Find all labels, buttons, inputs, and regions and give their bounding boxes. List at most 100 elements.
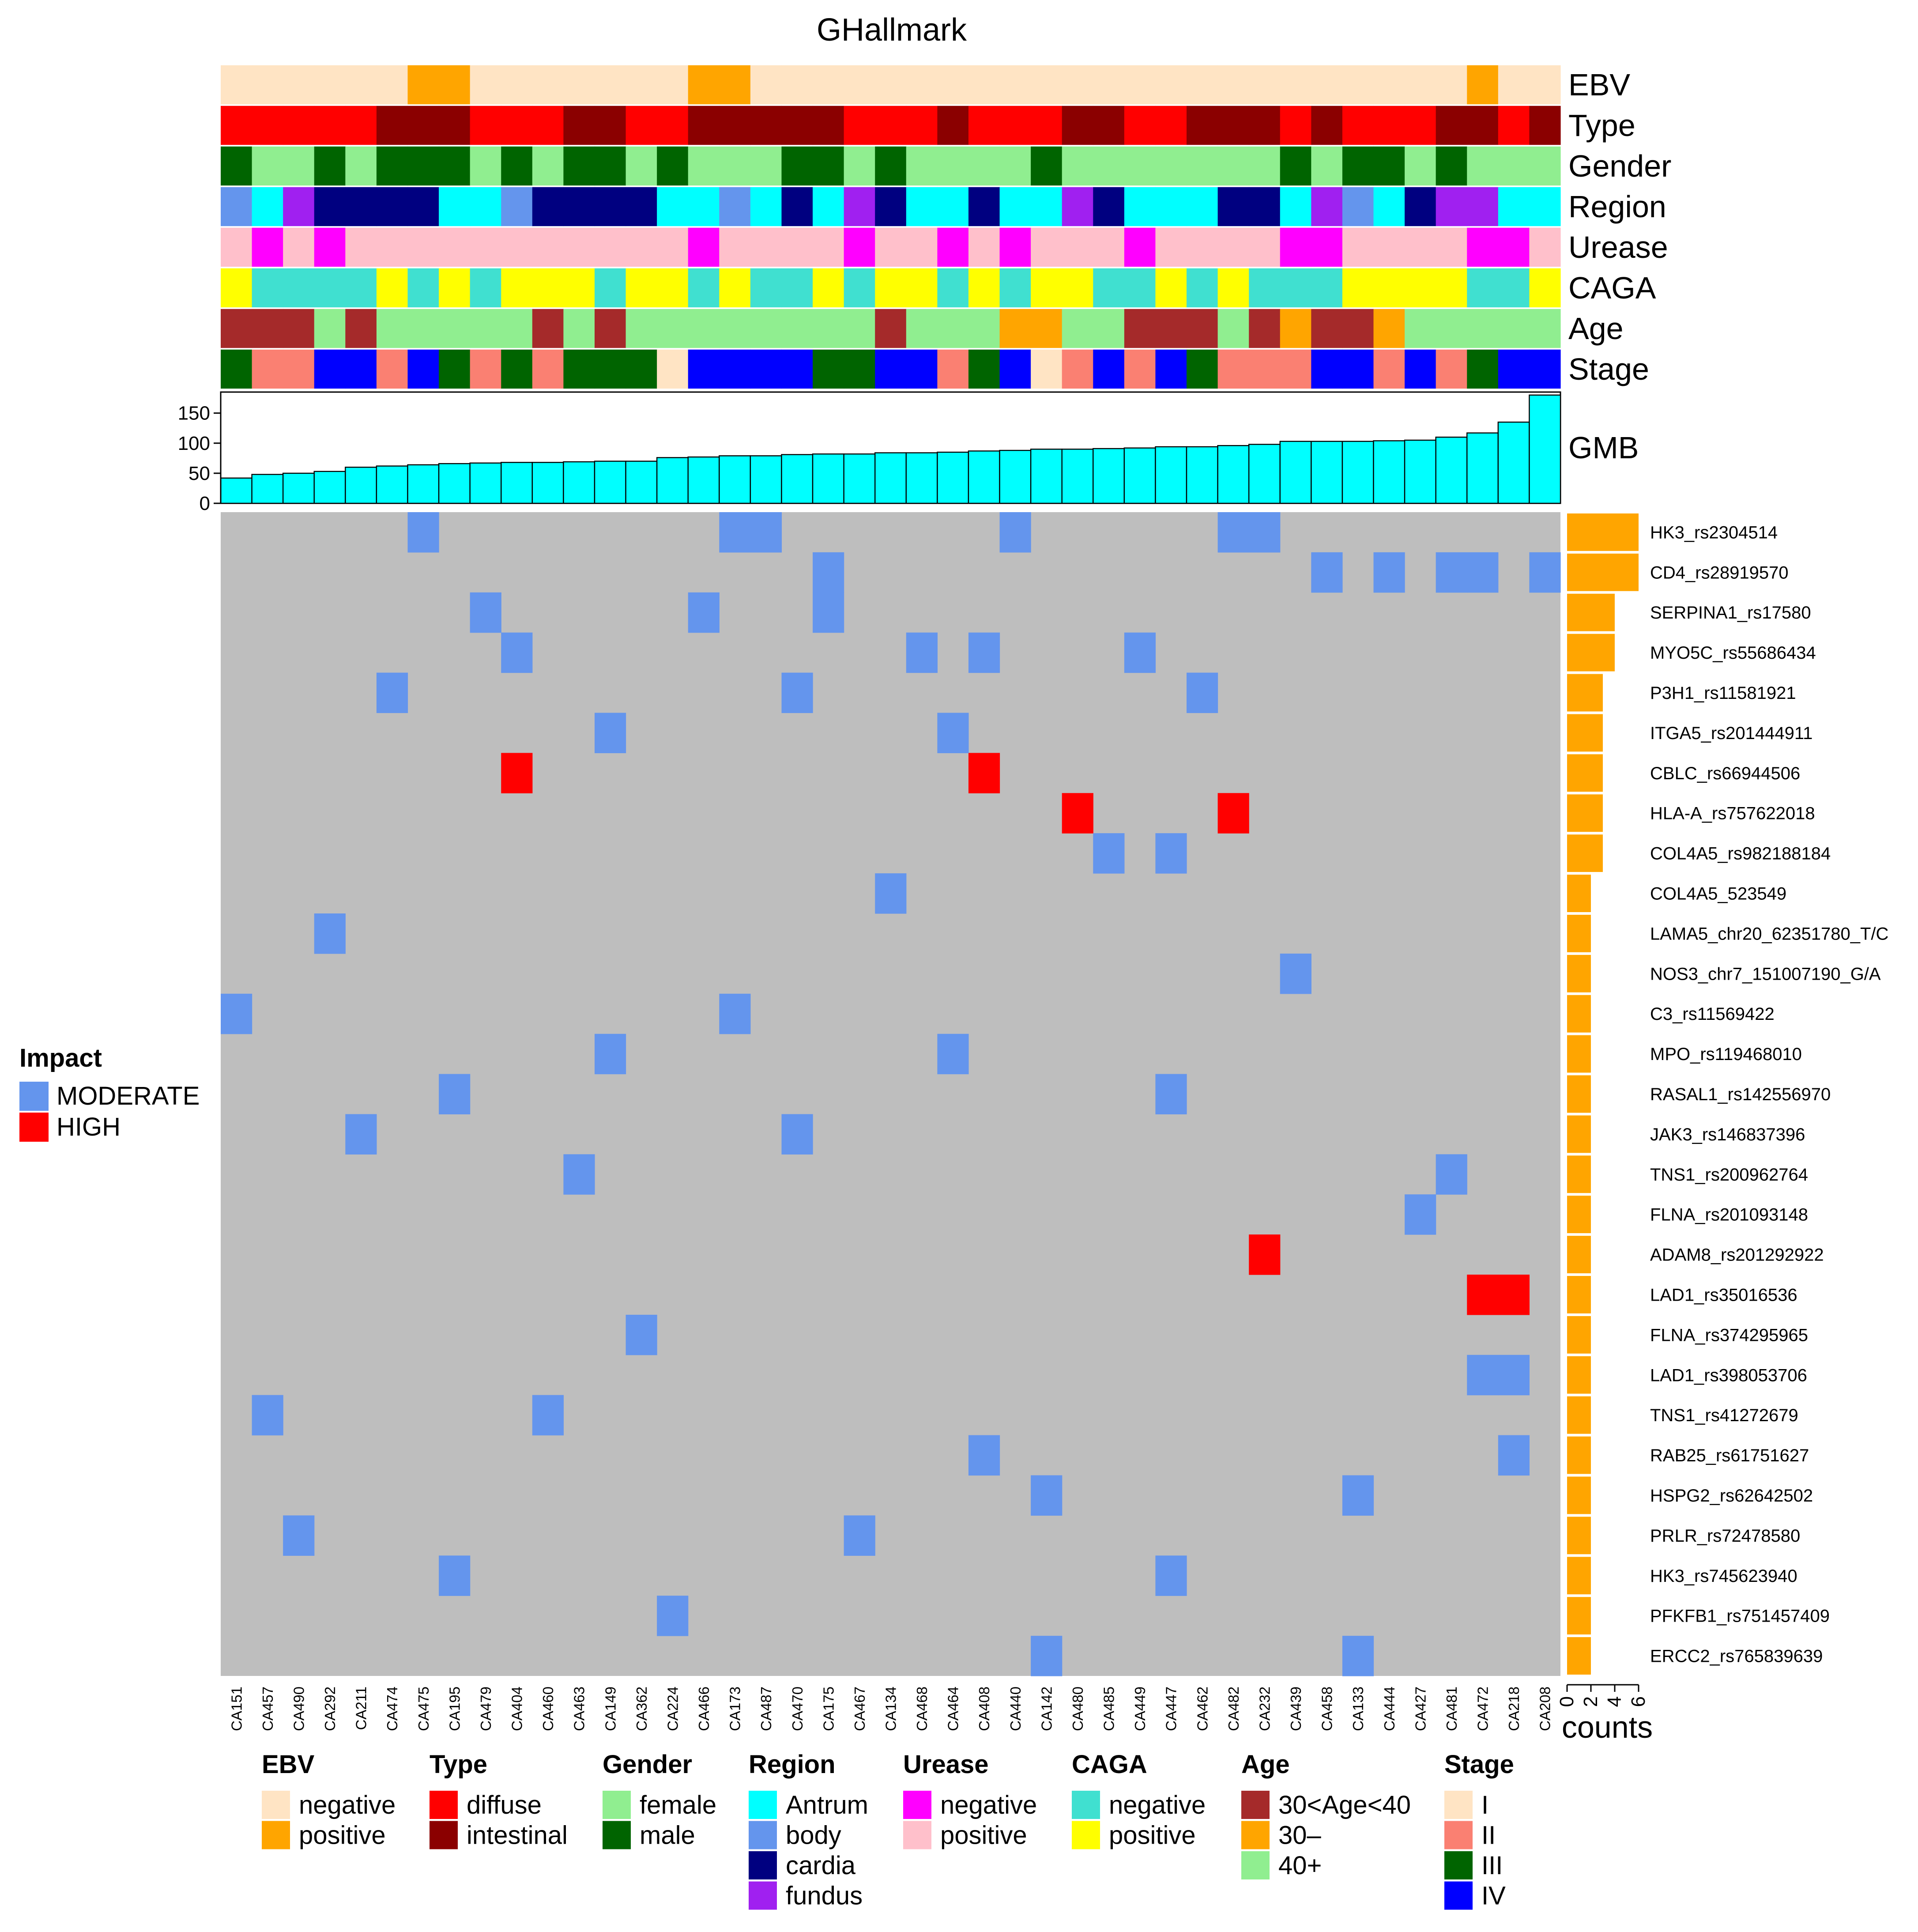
track-region-cell	[501, 187, 533, 226]
sample-labels: CA151 CA457 CA490 CA292 CA211 CA474 CA475 CA195…	[228, 1687, 1553, 1731]
track-stage-cell	[1405, 349, 1436, 389]
mutation-cell-moderate	[1311, 552, 1343, 593]
legend-title-age: Age	[1241, 1750, 1290, 1779]
track-type-cell	[532, 106, 564, 145]
gmb-bar	[656, 457, 689, 504]
gene-count-bar	[1567, 754, 1603, 792]
track-ebv-cell	[345, 65, 377, 105]
track-urease-cell	[1529, 227, 1561, 267]
gene-label: RAB25_rs61751627	[1650, 1446, 1809, 1465]
track-age-cell	[1342, 309, 1374, 348]
track-stage-cell	[1529, 349, 1561, 389]
gene-count-bar	[1567, 995, 1591, 1033]
gene-label: CD4_rs28919570	[1650, 563, 1789, 582]
track-ebv-cell	[626, 65, 657, 105]
track-gender-cell	[1093, 146, 1125, 186]
legend-label-region-cardia: cardia	[786, 1851, 856, 1880]
track-gender-cell	[968, 146, 1000, 186]
mutation-cell-moderate	[1155, 833, 1187, 874]
track-type-cell	[376, 106, 408, 145]
track-urease-cell	[1280, 227, 1311, 267]
track-caga-cell	[1187, 268, 1218, 308]
gene-count-bar	[1567, 1557, 1591, 1595]
track-age-cell	[750, 309, 782, 348]
mutation-cell-moderate	[1249, 512, 1281, 553]
sample-label: CA149	[602, 1687, 618, 1731]
track-ebv-cell	[781, 65, 813, 105]
gene-count-bar	[1567, 1476, 1591, 1514]
track-type-cell	[781, 106, 813, 145]
track-stage-cell	[407, 349, 439, 389]
track-age-cell	[688, 309, 720, 348]
gmb-bar	[781, 454, 814, 504]
track-urease-cell	[1217, 227, 1249, 267]
gmb-y-tick-label: 150	[178, 403, 210, 424]
track-region-cell	[1217, 187, 1249, 226]
track-urease-cell	[1155, 227, 1187, 267]
sample-label: CA404	[509, 1687, 525, 1731]
track-age-cell	[719, 309, 751, 348]
legend-label-age-30: 30–	[1278, 1821, 1322, 1850]
track-region-cell	[1062, 187, 1093, 226]
mutation-cell-moderate	[968, 1435, 1000, 1476]
gmb-bar	[313, 471, 346, 504]
gmb-y-tick-label: 0	[200, 493, 210, 514]
track-region-cell	[657, 187, 689, 226]
gene-label: PFKFB1_rs751457409	[1650, 1607, 1830, 1626]
track-ebv-cell	[532, 65, 564, 105]
gmb-bar	[687, 456, 720, 504]
track-urease-cell	[1124, 227, 1156, 267]
track-ebv-cell	[1405, 65, 1436, 105]
track-urease-cell	[906, 227, 938, 267]
track-ebv-cell	[1498, 65, 1530, 105]
counts-tick-label: 0	[1556, 1696, 1578, 1707]
track-age-cell	[906, 309, 938, 348]
gene-count-bar	[1567, 914, 1591, 952]
track-stage-cell	[937, 349, 969, 389]
counts-tick-label: 4	[1604, 1696, 1625, 1707]
track-caga-cell	[1249, 268, 1281, 308]
mutation-cell-moderate	[750, 512, 782, 553]
sample-label: CA490	[290, 1687, 307, 1731]
track-age-cell	[657, 309, 689, 348]
mutation-cell-moderate	[1467, 1355, 1499, 1396]
sample-label: CA475	[415, 1687, 432, 1731]
mutation-cell-moderate	[532, 1395, 564, 1436]
track-age-cell	[563, 309, 595, 348]
track-age-cell	[844, 309, 875, 348]
track-stage-cell	[376, 349, 408, 389]
track-region-cell	[750, 187, 782, 226]
track-gender-cell	[1342, 146, 1374, 186]
sample-label: CA232	[1256, 1687, 1273, 1731]
track-urease-cell	[1342, 227, 1374, 267]
track-urease-cell	[314, 227, 346, 267]
track-ebv-cell	[875, 65, 907, 105]
track-gender-cell	[407, 146, 439, 186]
track-caga-cell	[314, 268, 346, 308]
legend-label-ebv-negative: negative	[299, 1791, 396, 1819]
track-ebv-cell	[1373, 65, 1405, 105]
track-urease-cell	[999, 227, 1031, 267]
impact-legend-title: Impact	[19, 1044, 102, 1072]
track-age-cell	[1124, 309, 1156, 348]
sample-label: CA472	[1475, 1687, 1491, 1731]
track-type-cell	[1217, 106, 1249, 145]
track-type-cell	[563, 106, 595, 145]
chart-title: GHallmark	[817, 12, 967, 48]
mutation-cell-moderate	[688, 592, 720, 633]
track-type-cell	[1405, 106, 1436, 145]
track-region-cell	[407, 187, 439, 226]
legend-swatch-region-body	[749, 1821, 777, 1849]
track-gender-cell	[813, 146, 844, 186]
mutation-cell-moderate	[563, 1154, 595, 1195]
gmb-bar	[1404, 439, 1436, 504]
track-stage-cell	[439, 349, 471, 389]
sample-label: CA133	[1350, 1687, 1366, 1731]
track-stage-cell	[1031, 349, 1063, 389]
sample-label: CA447	[1163, 1687, 1179, 1731]
gene-count-bar	[1567, 553, 1639, 591]
track-region-cell	[875, 187, 907, 226]
gene-count-bar	[1567, 1196, 1591, 1234]
track-ebv-cell	[1031, 65, 1063, 105]
gmb-y-tick-label: 100	[178, 433, 210, 454]
